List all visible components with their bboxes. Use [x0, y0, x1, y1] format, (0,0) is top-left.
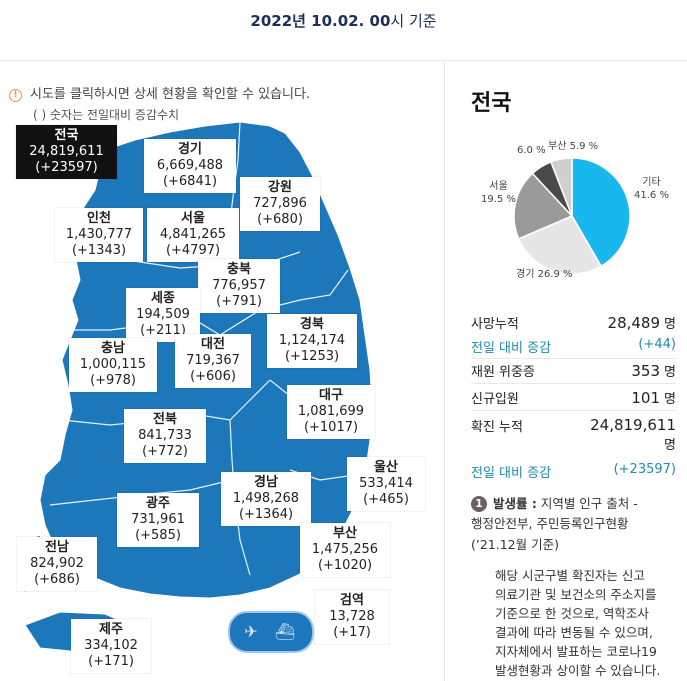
region-label-quarantine[interactable]: 검역 13,728 (+17)	[315, 590, 389, 644]
region-label-gangwon[interactable]: 강원 727,896 (+680)	[240, 177, 320, 231]
airplane-icon[interactable]: ✈	[244, 622, 258, 641]
stat-confirmed: 확진 누적 24,819,611 명	[471, 416, 676, 453]
region-label-jeonbuk[interactable]: 전북 841,733 (+772)	[124, 409, 206, 463]
footnote-paragraph: 해당 시군구별 확진자는 신고 의료기관 및 보건소의 주소지를 기준으로 한 …	[495, 568, 661, 678]
stat-deaths: 사망누적 28,489 명	[471, 314, 676, 332]
region-label-jeonnam[interactable]: 전남 824,902 (+686)	[17, 537, 97, 591]
divider	[471, 358, 676, 359]
stat-critical: 재원 위중증 353 명	[471, 362, 676, 380]
region-label-chungnam[interactable]: 충남 1,000,115 (+978)	[69, 338, 157, 392]
region-label-gyeongnam[interactable]: 경남 1,498,268 (+1364)	[221, 472, 311, 526]
region-label-busan[interactable]: 부산 1,475,256 (+1020)	[300, 523, 390, 577]
footnote-line1: 발생률 : 지역별 인구 출처 -	[493, 496, 638, 511]
transport-pill[interactable]: ✈ ⛴	[228, 611, 314, 653]
region-label-chungbuk[interactable]: 충북 776,957 (+791)	[198, 259, 280, 313]
footnote-badge: 1	[471, 496, 487, 512]
panel-title: 전국	[471, 91, 512, 116]
notice: ! 시도를 클릭하시면 상세 현황을 확인할 수 있습니다.	[9, 83, 310, 102]
divider	[471, 410, 676, 411]
stat-admitted: 신규입원 101 명	[471, 389, 676, 407]
pie-slice-label: 경기 26.9 %	[516, 269, 573, 280]
divider-band	[0, 44, 687, 61]
ship-icon[interactable]: ⛴	[274, 622, 296, 641]
pie-slice-label: 서울 19.5 %	[481, 181, 516, 205]
footnote-line2: 행정안전부, 주민등록인구현황	[471, 516, 629, 531]
region-label-daegu[interactable]: 대구 1,081,699 (+1017)	[287, 385, 375, 439]
pie-slice[interactable]	[571, 157, 631, 268]
notice-delta-hint: ( ) 숫자는 전일대비 증감수치	[33, 108, 180, 122]
region-label-jeju[interactable]: 제주 334,102 (+171)	[71, 619, 151, 673]
region-label-daejeon[interactable]: 대전 719,367 (+606)	[175, 334, 251, 388]
region-label-gwangju[interactable]: 광주 731,961 (+585)	[117, 493, 199, 547]
region-label-national[interactable]: 전국 24,819,611 (+23597)	[16, 125, 117, 179]
region-label-gyeongbuk[interactable]: 경북 1,124,174 (+1253)	[267, 314, 357, 368]
region-label-ulsan[interactable]: 울산 533,414 (+465)	[347, 457, 425, 511]
date-header: 2022년 10.02. 00시 기준	[250, 12, 437, 30]
pie-slice-label: 6.0 %	[517, 145, 546, 156]
region-label-seoul[interactable]: 서울 4,841,265 (+4797)	[147, 208, 239, 262]
pie-slice[interactable]	[549, 157, 573, 217]
region-label-gyeonggi[interactable]: 경기 6,669,488 (+6841)	[144, 139, 236, 193]
stat-confirmed-delta: 전일 대비 증감 (+23597)	[471, 462, 676, 481]
divider	[471, 383, 676, 384]
info-icon: !	[9, 89, 22, 102]
distribution-pie-chart	[513, 157, 631, 275]
pie-slice-label: 부산 5.9 %	[548, 141, 599, 152]
region-label-incheon[interactable]: 인천 1,430,777 (+1343)	[55, 208, 143, 262]
stat-deaths-delta: 전일 대비 증감 (+44)	[471, 337, 676, 356]
footnote-line3: (’21.12월 기준)	[471, 537, 559, 552]
region-label-sejong[interactable]: 세종 194,509 (+211)	[126, 288, 200, 342]
pie-slice[interactable]	[513, 172, 574, 240]
panel-divider	[444, 60, 445, 681]
pie-slice-label: 기타 41.6 %	[634, 177, 669, 201]
